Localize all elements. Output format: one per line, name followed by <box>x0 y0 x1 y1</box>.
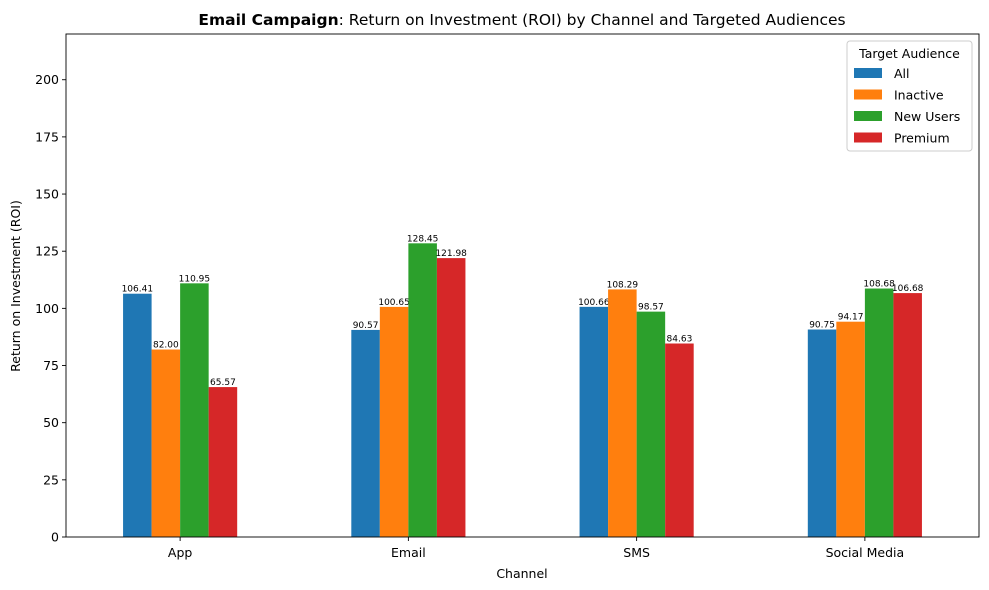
bar-all-social-media <box>807 329 837 537</box>
bar-all-app <box>123 293 152 537</box>
legend-entry: All <box>894 66 910 81</box>
legend-swatch <box>854 132 882 143</box>
bar-new-users-email <box>408 243 437 537</box>
bar-all-sms <box>579 306 609 537</box>
data-label: 90.57 <box>353 321 379 331</box>
legend-entry: Premium <box>894 131 950 146</box>
legend-swatch <box>854 89 882 100</box>
data-label: 98.57 <box>638 303 664 313</box>
data-label: 108.29 <box>607 280 639 290</box>
chart-title-rest: : Return on Investment (ROI) by Channel … <box>339 11 846 29</box>
legend-swatch <box>854 111 882 121</box>
y-tick-label: 200 <box>35 72 59 87</box>
data-label: 94.17 <box>838 313 864 323</box>
x-tick-label: Social Media <box>826 545 905 560</box>
x-tick-label: SMS <box>623 545 650 560</box>
data-label: 65.57 <box>210 378 236 388</box>
bar-inactive-app <box>151 349 181 537</box>
legend-entry: Inactive <box>894 88 944 103</box>
x-tick-label: App <box>168 545 192 560</box>
data-label: 84.63 <box>667 335 693 345</box>
bar-new-users-app <box>180 283 209 537</box>
plot-area: 106.41 90.57 100.66 90.75 82.00 100.65 108.29 9… <box>35 33 980 560</box>
bar-premium-social-media <box>893 293 922 537</box>
y-tick-label: 100 <box>35 301 59 316</box>
x-tick-label: Email <box>391 545 426 560</box>
bar-new-users-sms <box>636 311 666 537</box>
data-label: 106.41 <box>122 285 154 295</box>
data-label: 110.95 <box>179 274 211 284</box>
y-tick-label: 25 <box>43 472 59 487</box>
bar-all-email <box>351 329 380 537</box>
plot-frame <box>65 33 980 538</box>
y-tick-label: 75 <box>43 358 59 373</box>
chart-title-bold: Email Campaign <box>198 11 338 29</box>
y-tick-label: 150 <box>35 187 59 202</box>
chart-title: Email Campaign: Return on Investment (RO… <box>198 11 845 29</box>
bar-inactive-social-media <box>836 321 865 537</box>
x-axis-label: Channel <box>496 566 547 581</box>
y-axis-label: Return on Investment (ROI) <box>8 200 23 372</box>
legend-swatch <box>854 68 882 78</box>
y-tick-label: 175 <box>35 129 59 144</box>
data-label: 108.68 <box>863 280 895 290</box>
bar-new-users-social-media <box>864 288 894 537</box>
data-label: 82.00 <box>153 341 179 351</box>
bar-premium-app <box>208 387 238 537</box>
data-label: 100.65 <box>378 298 410 308</box>
bar-inactive-email <box>379 306 409 537</box>
bar-premium-email <box>436 258 466 537</box>
bar-premium-sms <box>665 343 694 537</box>
legend-title: Target Audience <box>858 46 960 61</box>
y-tick-label: 0 <box>51 530 59 545</box>
data-label: 90.75 <box>809 321 835 331</box>
data-label: 106.68 <box>892 284 924 294</box>
bar-inactive-sms <box>608 289 637 537</box>
data-label: 100.66 <box>578 298 610 308</box>
y-tick-label: 125 <box>35 244 59 259</box>
y-tick-label: 50 <box>43 415 59 430</box>
legend-entry: New Users <box>894 109 960 124</box>
data-label: 128.45 <box>407 234 439 244</box>
legend: Target Audience All Inactive New Users Premi… <box>846 40 973 152</box>
data-label: 121.98 <box>435 249 467 259</box>
